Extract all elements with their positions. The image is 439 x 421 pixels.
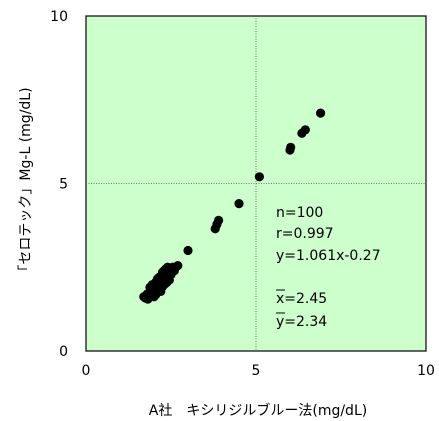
stat-n: n=100	[276, 205, 323, 221]
xbar-symbol: x	[276, 291, 284, 307]
tick-labels: 0 5 10 0 5 10	[50, 9, 435, 379]
statistics-annotation: n=100 r=0.997 y=1.061x-0.27 x=2.45 y=2.3…	[276, 205, 381, 330]
stat-xbar: x=2.45	[276, 291, 327, 307]
x-tick-label: 5	[252, 363, 261, 379]
data-point	[164, 265, 174, 275]
stat-equation: y=1.061x-0.27	[276, 248, 381, 264]
data-point	[173, 260, 183, 271]
data-point	[158, 279, 169, 289]
y-axis-label: 「セロテック」Mg-L (mg/dL)	[18, 87, 34, 278]
stat-r: r=0.997	[276, 226, 334, 242]
data-point	[286, 142, 296, 152]
data-point	[183, 245, 193, 256]
data-point	[145, 282, 155, 292]
data-point	[214, 215, 224, 225]
stat-ybar: y=2.34	[276, 314, 327, 330]
data-point	[254, 172, 264, 182]
data-points	[139, 108, 326, 304]
data-point	[234, 199, 244, 209]
ybar-value: =2.34	[284, 314, 327, 330]
ybar-symbol: y	[276, 314, 284, 330]
x-axis-label: A社 キシリジルブルー法(mg/dL)	[149, 402, 367, 419]
y-tick-label: 5	[59, 177, 68, 193]
y-tick-label: 10	[50, 9, 68, 25]
data-point	[149, 292, 159, 302]
gridlines	[86, 16, 426, 351]
x-tick-label: 0	[82, 363, 91, 379]
data-point	[316, 108, 326, 118]
x-tick-label: 10	[417, 363, 435, 379]
y-tick-label: 0	[59, 344, 68, 360]
xbar-value: =2.45	[284, 291, 327, 307]
data-point	[300, 125, 310, 135]
